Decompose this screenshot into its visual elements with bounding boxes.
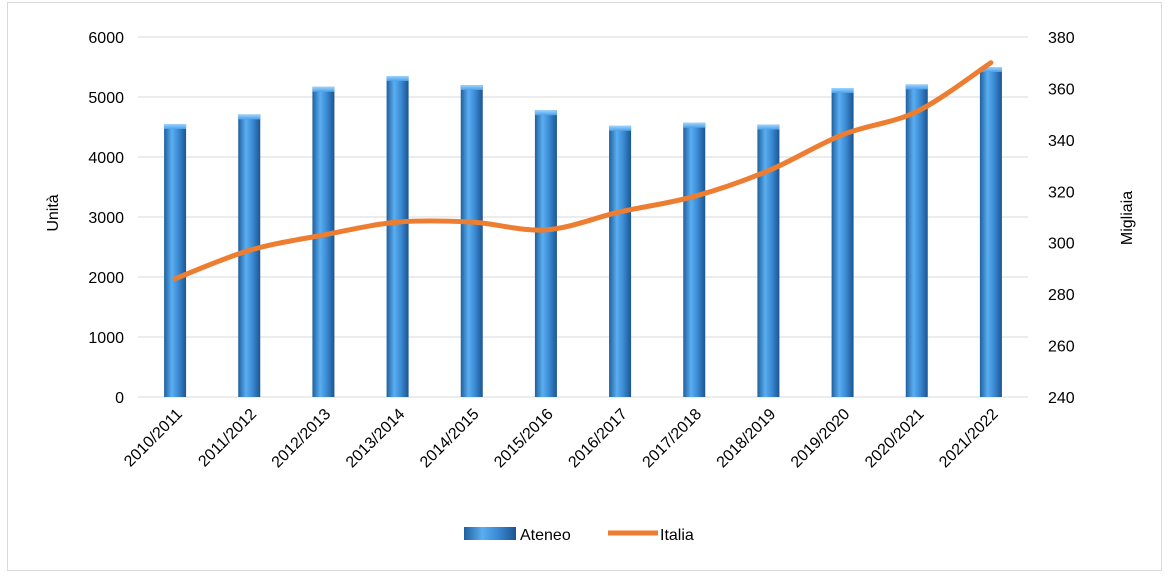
y-tick-label: 2000 [88,270,124,287]
bar-ateneo [683,122,706,398]
y2-tick-label: 260 [1048,339,1075,356]
x-tick-label: 2011/2012 [195,406,260,471]
bar-ateneo [312,86,335,398]
bar-cap [460,85,483,90]
y-axis-title: Unità [45,194,62,231]
x-tick-label: 2019/2020 [788,406,854,472]
bar-cap [979,67,1002,72]
x-tick-label: 2018/2019 [714,406,780,472]
bar-cap [831,88,854,93]
x-tick-label: 2021/2022 [936,406,1002,472]
bar-ateneo [460,85,483,397]
y2-tick-label: 240 [1048,390,1075,407]
x-tick-label: 2017/2018 [640,406,706,472]
bar-cap [905,84,928,90]
line-italia [172,60,994,282]
bar-ateneo [238,114,261,398]
bar-series-ateneo [164,67,1002,398]
y-tick-label: 4000 [88,150,124,167]
legend-label-ateneo: Ateneo [520,527,571,544]
bar-ateneo [609,125,632,398]
line-series-italia [172,60,994,282]
legend: Ateneo Italia [464,527,694,544]
x-tick-label: 2013/2014 [343,406,409,472]
y2-tick-label: 280 [1048,287,1075,304]
y2-tick-label: 340 [1048,133,1075,150]
x-tick-label: 2014/2015 [417,406,483,472]
y2-tick-label: 300 [1048,236,1075,253]
x-tick-label: 2012/2013 [269,406,335,472]
x-tick-label: 2016/2017 [565,406,631,472]
bar-ateneo [905,84,928,398]
bar-ateneo [534,110,557,397]
bar-cap [757,124,780,130]
bar-ateneo [386,76,409,397]
bar-cap [683,122,706,128]
bar-cap [312,86,335,92]
legend-swatch-ateneo [464,527,516,540]
y-tick-label: 0 [115,390,124,407]
y-tick-label: 3000 [88,210,124,227]
y2-tick-label: 320 [1048,184,1075,201]
bar-ateneo [757,124,780,397]
x-tick-label: 2020/2021 [862,406,928,472]
bar-cap [238,114,261,120]
bar-cap [386,76,409,81]
combo-chart: 0 1000 2000 3000 4000 5000 6000 240 260 280 300 320… [45,30,1136,544]
y-tick-label: 5000 [88,90,124,107]
y-tick-label: 6000 [88,30,124,47]
bar-ateneo [831,88,854,397]
y2-tick-label: 380 [1048,30,1075,47]
y2-axis-title: Migliaia [1119,191,1136,245]
bar-cap [164,124,187,129]
chart-frame: 0 1000 2000 3000 4000 5000 6000 240 260 280 300 320… [7,2,1162,571]
bar-cap [609,125,632,131]
bar-cap [534,110,557,116]
x-tick-label: 2015/2016 [491,406,557,472]
y2-tick-label: 360 [1048,81,1075,98]
x-tick-label: 2010/2011 [121,406,186,471]
legend-label-italia: Italia [660,527,694,544]
bar-ateneo [164,124,187,397]
gridlines [138,36,1028,398]
y-tick-label: 1000 [88,330,124,347]
bar-ateneo [979,67,1002,397]
